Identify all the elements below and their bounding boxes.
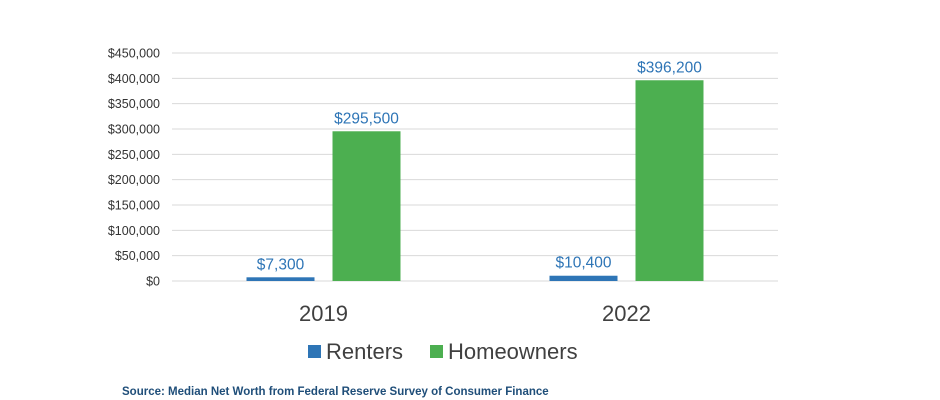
- bar-renters-2022: [549, 275, 618, 281]
- y-tick-label: $400,000: [108, 72, 160, 86]
- x-category-label: 2019: [299, 301, 348, 326]
- y-tick-label: $300,000: [108, 123, 160, 137]
- y-tick-label: $200,000: [108, 173, 160, 187]
- bars: [246, 80, 704, 281]
- legend-swatch-homeowners: [430, 345, 443, 358]
- data-label: $396,200: [637, 59, 702, 76]
- data-label: $7,300: [257, 256, 305, 273]
- y-tick-label: $250,000: [108, 148, 160, 162]
- gridlines: [172, 52, 778, 282]
- bar-homeowners-2022: [635, 80, 704, 281]
- y-tick-label: $100,000: [108, 224, 160, 238]
- legend-label-renters: Renters: [326, 339, 403, 364]
- source-note: Source: Median Net Worth from Federal Re…: [122, 386, 549, 398]
- data-label: $10,400: [555, 255, 611, 272]
- data-label: $295,500: [334, 110, 399, 127]
- y-axis-tick-labels: $0 $50,000 $100,000 $150,000 $200,000 $250,00…: [108, 47, 160, 289]
- y-tick-label: $50,000: [115, 249, 160, 263]
- legend: Renters Homeowners: [308, 339, 578, 364]
- x-category-label: 2022: [602, 301, 651, 326]
- y-tick-label: $150,000: [108, 199, 160, 213]
- y-tick-label: $0: [146, 275, 160, 289]
- bar-renters-2019: [246, 277, 315, 281]
- x-axis-category-labels: 2019 2022: [299, 301, 651, 326]
- legend-swatch-renters: [308, 345, 321, 358]
- y-tick-label: $350,000: [108, 97, 160, 111]
- legend-label-homeowners: Homeowners: [448, 339, 578, 364]
- bar-homeowners-2019: [332, 131, 401, 281]
- data-labels: $7,300 $295,500 $10,400 $396,200: [257, 59, 702, 273]
- y-tick-label: $450,000: [108, 47, 160, 61]
